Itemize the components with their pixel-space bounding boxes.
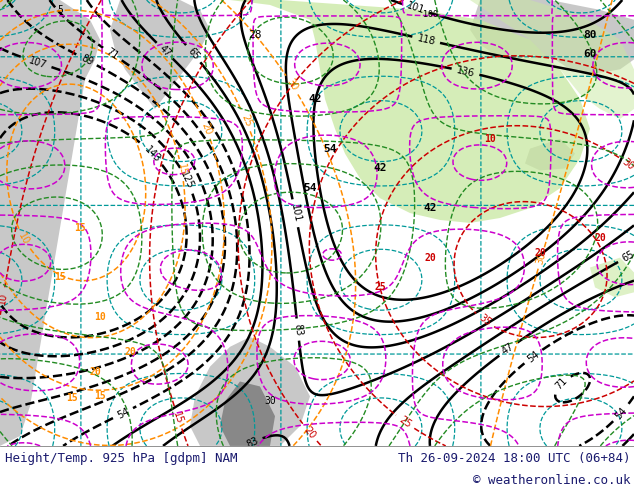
Text: 100: 100 [422,10,437,20]
Polygon shape [190,337,310,446]
Polygon shape [470,0,634,74]
Text: 42: 42 [373,164,387,173]
Text: 30: 30 [535,251,548,265]
Text: 15: 15 [74,223,86,233]
Text: 83: 83 [245,436,260,450]
Text: 136: 136 [455,65,476,78]
Polygon shape [470,0,634,119]
Text: 10: 10 [484,134,496,144]
Text: 54: 54 [323,144,337,154]
Text: 47: 47 [500,342,516,357]
Text: 15: 15 [176,163,188,177]
Text: 71: 71 [554,375,569,391]
Text: Height/Temp. 925 hPa [gdpm] NAM: Height/Temp. 925 hPa [gdpm] NAM [5,452,238,466]
Text: 25: 25 [239,113,253,128]
Text: 65: 65 [620,249,634,264]
Text: 20: 20 [594,233,606,243]
Text: 118: 118 [416,33,436,47]
Text: 47: 47 [157,43,172,59]
Text: 20: 20 [534,247,546,258]
Text: 15: 15 [171,411,185,425]
Text: 83: 83 [292,323,304,336]
Text: 25: 25 [374,282,386,293]
Text: 54: 54 [115,406,131,420]
Text: 15: 15 [66,393,78,403]
Text: 20: 20 [424,253,436,263]
Text: 15: 15 [94,392,106,401]
Text: 25: 25 [397,414,413,430]
Text: 30: 30 [285,77,299,93]
Text: 20: 20 [199,121,213,136]
Text: 54: 54 [613,405,629,421]
Polygon shape [200,0,590,223]
Text: 30: 30 [620,156,634,172]
Text: 60: 60 [583,49,597,59]
Text: 65: 65 [185,46,201,62]
Polygon shape [590,258,634,297]
Text: 10: 10 [94,312,106,322]
Text: 125: 125 [178,170,195,191]
Text: 10: 10 [0,292,9,305]
Polygon shape [220,382,275,446]
Text: 20: 20 [302,424,318,441]
Text: 89: 89 [79,53,94,67]
Polygon shape [110,0,210,109]
Text: 71: 71 [105,47,120,62]
Text: © weatheronline.co.uk: © weatheronline.co.uk [474,474,631,488]
Text: 54: 54 [525,349,541,364]
Text: 101: 101 [405,1,426,16]
Text: 80: 80 [583,30,597,40]
Polygon shape [525,139,575,171]
Text: 20: 20 [89,367,101,377]
Text: 10: 10 [16,231,31,246]
Text: 143: 143 [143,144,163,164]
Text: 15: 15 [54,272,66,282]
Text: Th 26-09-2024 18:00 UTC (06+84): Th 26-09-2024 18:00 UTC (06+84) [398,452,631,466]
Text: 20: 20 [124,347,136,357]
Text: 42: 42 [424,203,437,213]
Polygon shape [0,0,100,446]
Text: 42: 42 [308,94,321,104]
Text: 28: 28 [249,30,262,40]
Text: 107: 107 [28,55,48,70]
Text: 101: 101 [288,203,302,223]
Text: 30: 30 [264,396,276,406]
Text: 35: 35 [477,313,493,328]
Text: 5: 5 [57,5,63,15]
Text: 54: 54 [303,183,317,193]
